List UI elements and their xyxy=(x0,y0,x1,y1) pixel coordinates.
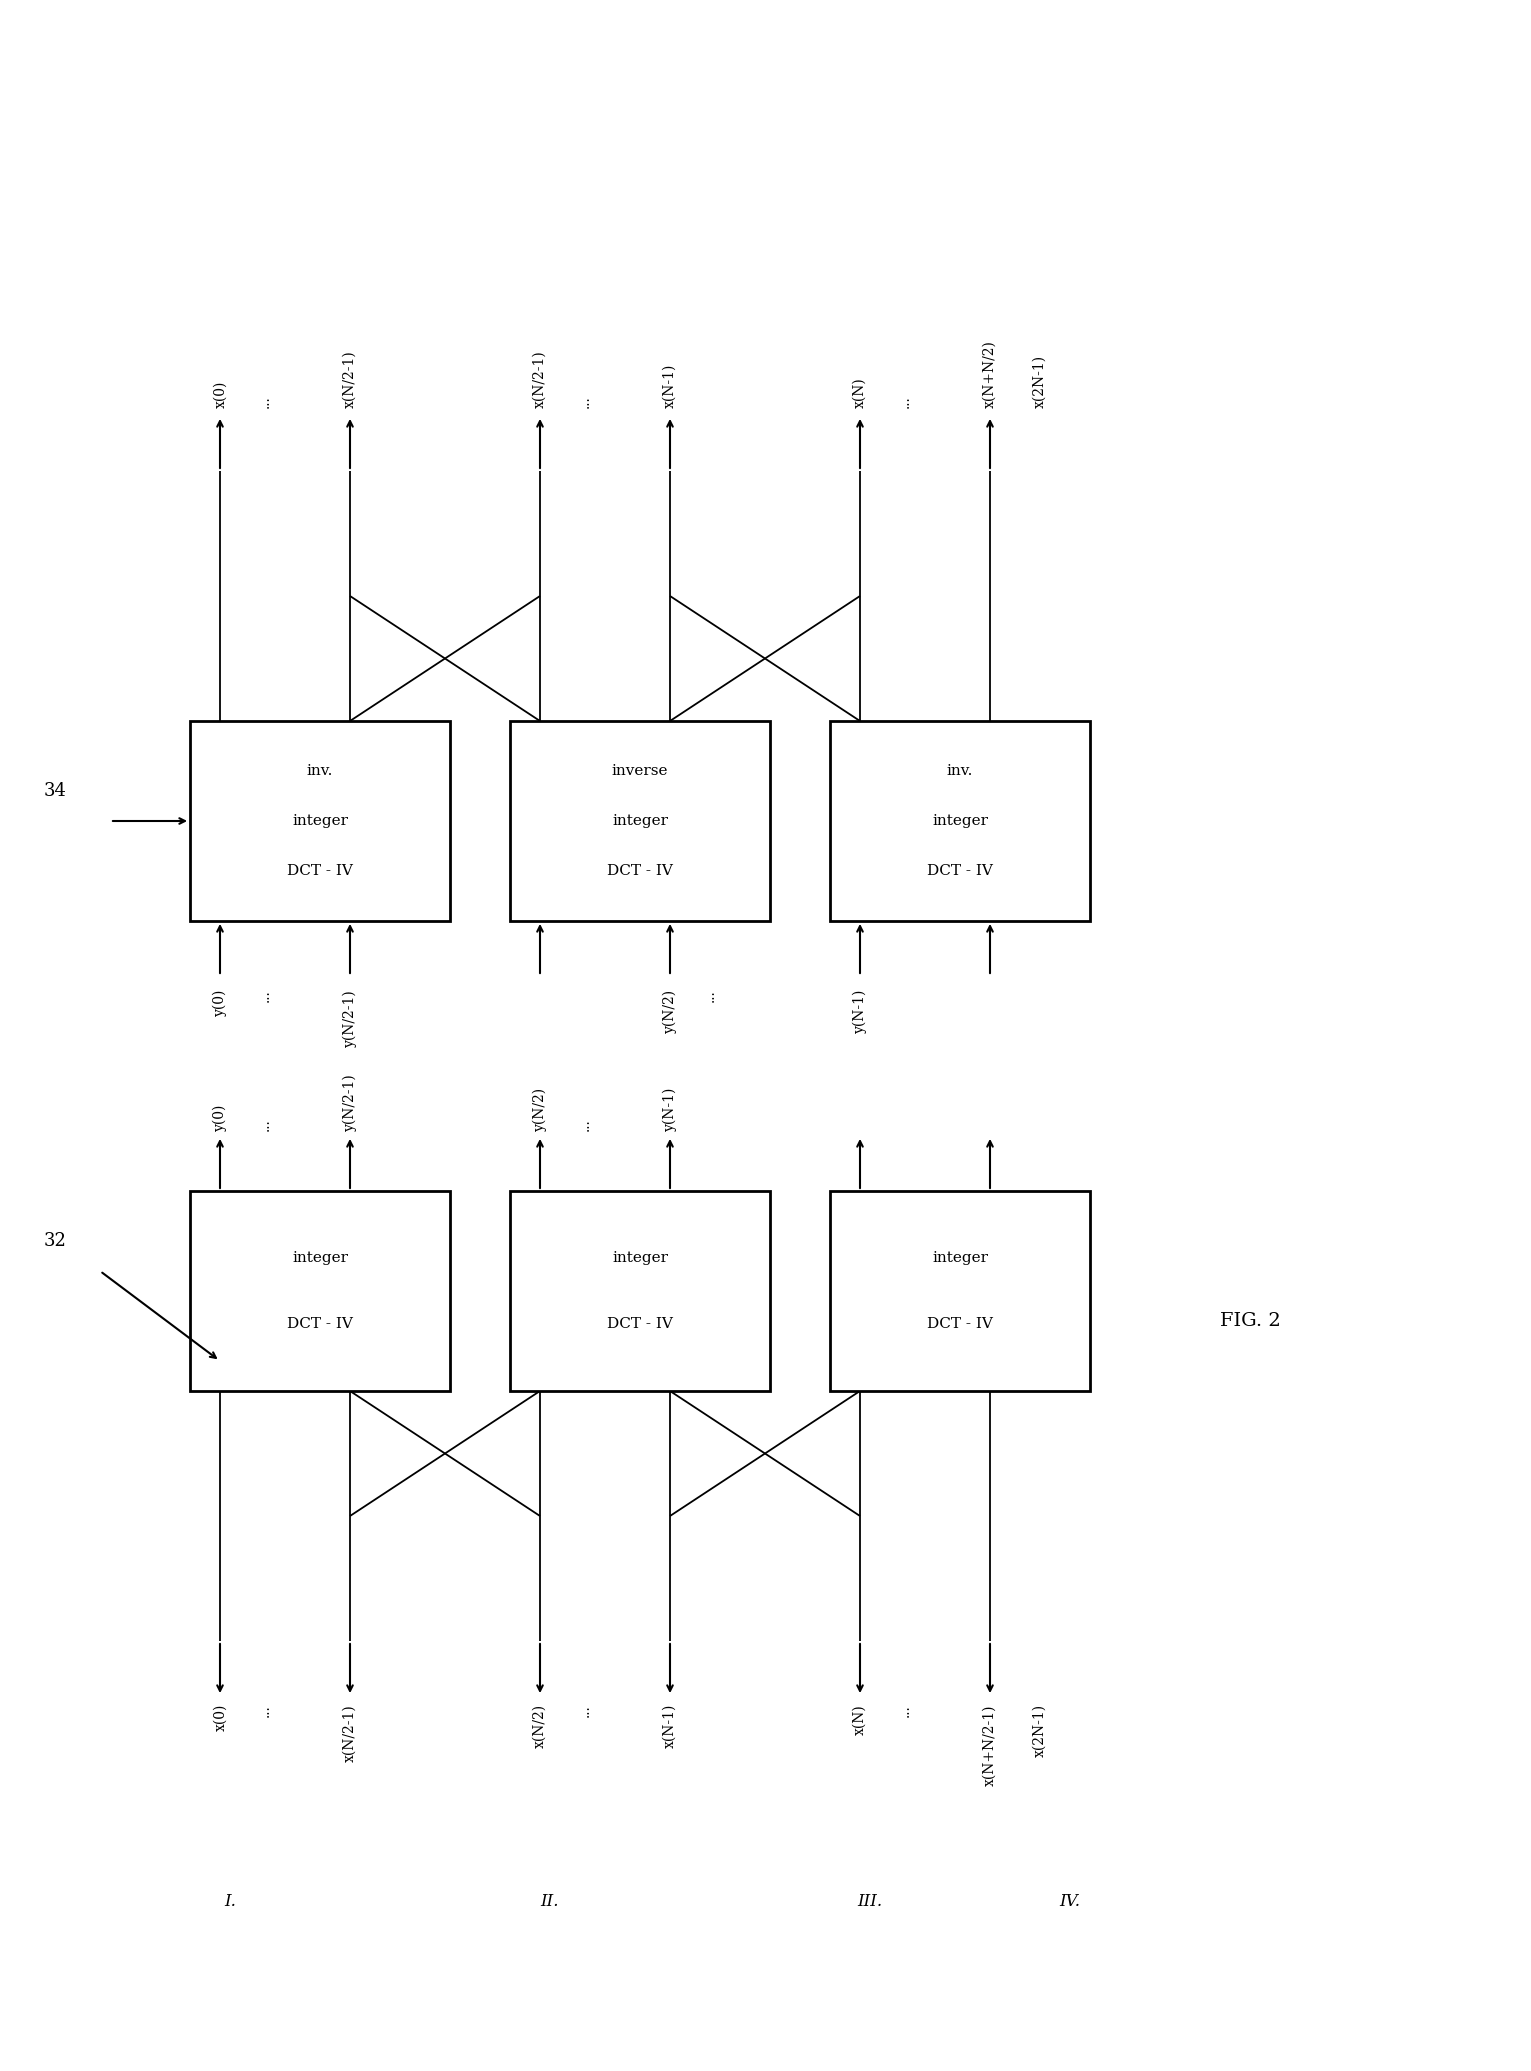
Text: 32: 32 xyxy=(43,1232,66,1251)
Text: inv.: inv. xyxy=(946,764,974,779)
Text: ...: ... xyxy=(259,1118,273,1131)
Text: DCT - IV: DCT - IV xyxy=(608,1317,674,1332)
Text: ...: ... xyxy=(899,396,912,408)
Text: x(N/2-1): x(N/2-1) xyxy=(343,350,357,408)
Text: x(N/2-1): x(N/2-1) xyxy=(343,1704,357,1762)
Text: ...: ... xyxy=(899,1704,912,1717)
Text: y(N/2-1): y(N/2-1) xyxy=(343,1073,357,1131)
Text: x(N-1): x(N-1) xyxy=(663,1704,677,1748)
Text: III.: III. xyxy=(857,1893,882,1909)
Text: integer: integer xyxy=(292,814,348,828)
Text: 34: 34 xyxy=(43,783,66,799)
Text: ...: ... xyxy=(259,1704,273,1717)
Text: x(N): x(N) xyxy=(853,1704,867,1735)
Text: IV.: IV. xyxy=(1059,1893,1081,1909)
Bar xyxy=(830,1191,1090,1392)
Text: x(N+N/2): x(N+N/2) xyxy=(983,340,997,408)
Text: x(0): x(0) xyxy=(213,381,227,408)
Text: inv.: inv. xyxy=(306,764,334,779)
Text: DCT - IV: DCT - IV xyxy=(928,864,994,878)
Text: y(N/2-1): y(N/2-1) xyxy=(343,990,357,1046)
Text: FIG. 2: FIG. 2 xyxy=(1220,1313,1280,1330)
Text: ...: ... xyxy=(579,1118,592,1131)
Text: y(N-1): y(N-1) xyxy=(663,1087,677,1131)
Text: ...: ... xyxy=(259,990,273,1002)
Text: ...: ... xyxy=(703,990,717,1002)
Text: DCT - IV: DCT - IV xyxy=(288,864,354,878)
Text: inverse: inverse xyxy=(612,764,668,779)
Text: integer: integer xyxy=(612,1251,668,1265)
Text: II.: II. xyxy=(540,1893,559,1909)
Text: y(N/2): y(N/2) xyxy=(663,990,677,1033)
Bar xyxy=(510,1191,770,1392)
Bar xyxy=(190,721,450,922)
Text: integer: integer xyxy=(932,1251,987,1265)
Text: y(0): y(0) xyxy=(213,990,227,1017)
Text: x(0): x(0) xyxy=(213,1704,227,1731)
Text: x(N/2): x(N/2) xyxy=(533,1704,547,1748)
Text: ...: ... xyxy=(259,396,273,408)
Text: ...: ... xyxy=(579,396,592,408)
Text: DCT - IV: DCT - IV xyxy=(928,1317,994,1332)
Text: x(2N-1): x(2N-1) xyxy=(1033,354,1047,408)
Text: y(N/2): y(N/2) xyxy=(533,1087,547,1131)
Text: DCT - IV: DCT - IV xyxy=(608,864,674,878)
Text: y(N-1): y(N-1) xyxy=(853,990,867,1033)
Bar xyxy=(190,1191,450,1392)
Text: integer: integer xyxy=(932,814,987,828)
Bar xyxy=(510,721,770,922)
Text: x(N+N/2-1): x(N+N/2-1) xyxy=(983,1704,997,1785)
Text: integer: integer xyxy=(292,1251,348,1265)
Text: x(N-1): x(N-1) xyxy=(663,364,677,408)
Text: x(2N-1): x(2N-1) xyxy=(1033,1704,1047,1756)
Text: I.: I. xyxy=(224,1893,236,1909)
Text: x(N/2-1): x(N/2-1) xyxy=(533,350,547,408)
Text: y(0): y(0) xyxy=(213,1104,227,1131)
Bar xyxy=(830,721,1090,922)
Text: DCT - IV: DCT - IV xyxy=(288,1317,354,1332)
Text: ...: ... xyxy=(579,1704,592,1717)
Text: x(N): x(N) xyxy=(853,377,867,408)
Text: integer: integer xyxy=(612,814,668,828)
